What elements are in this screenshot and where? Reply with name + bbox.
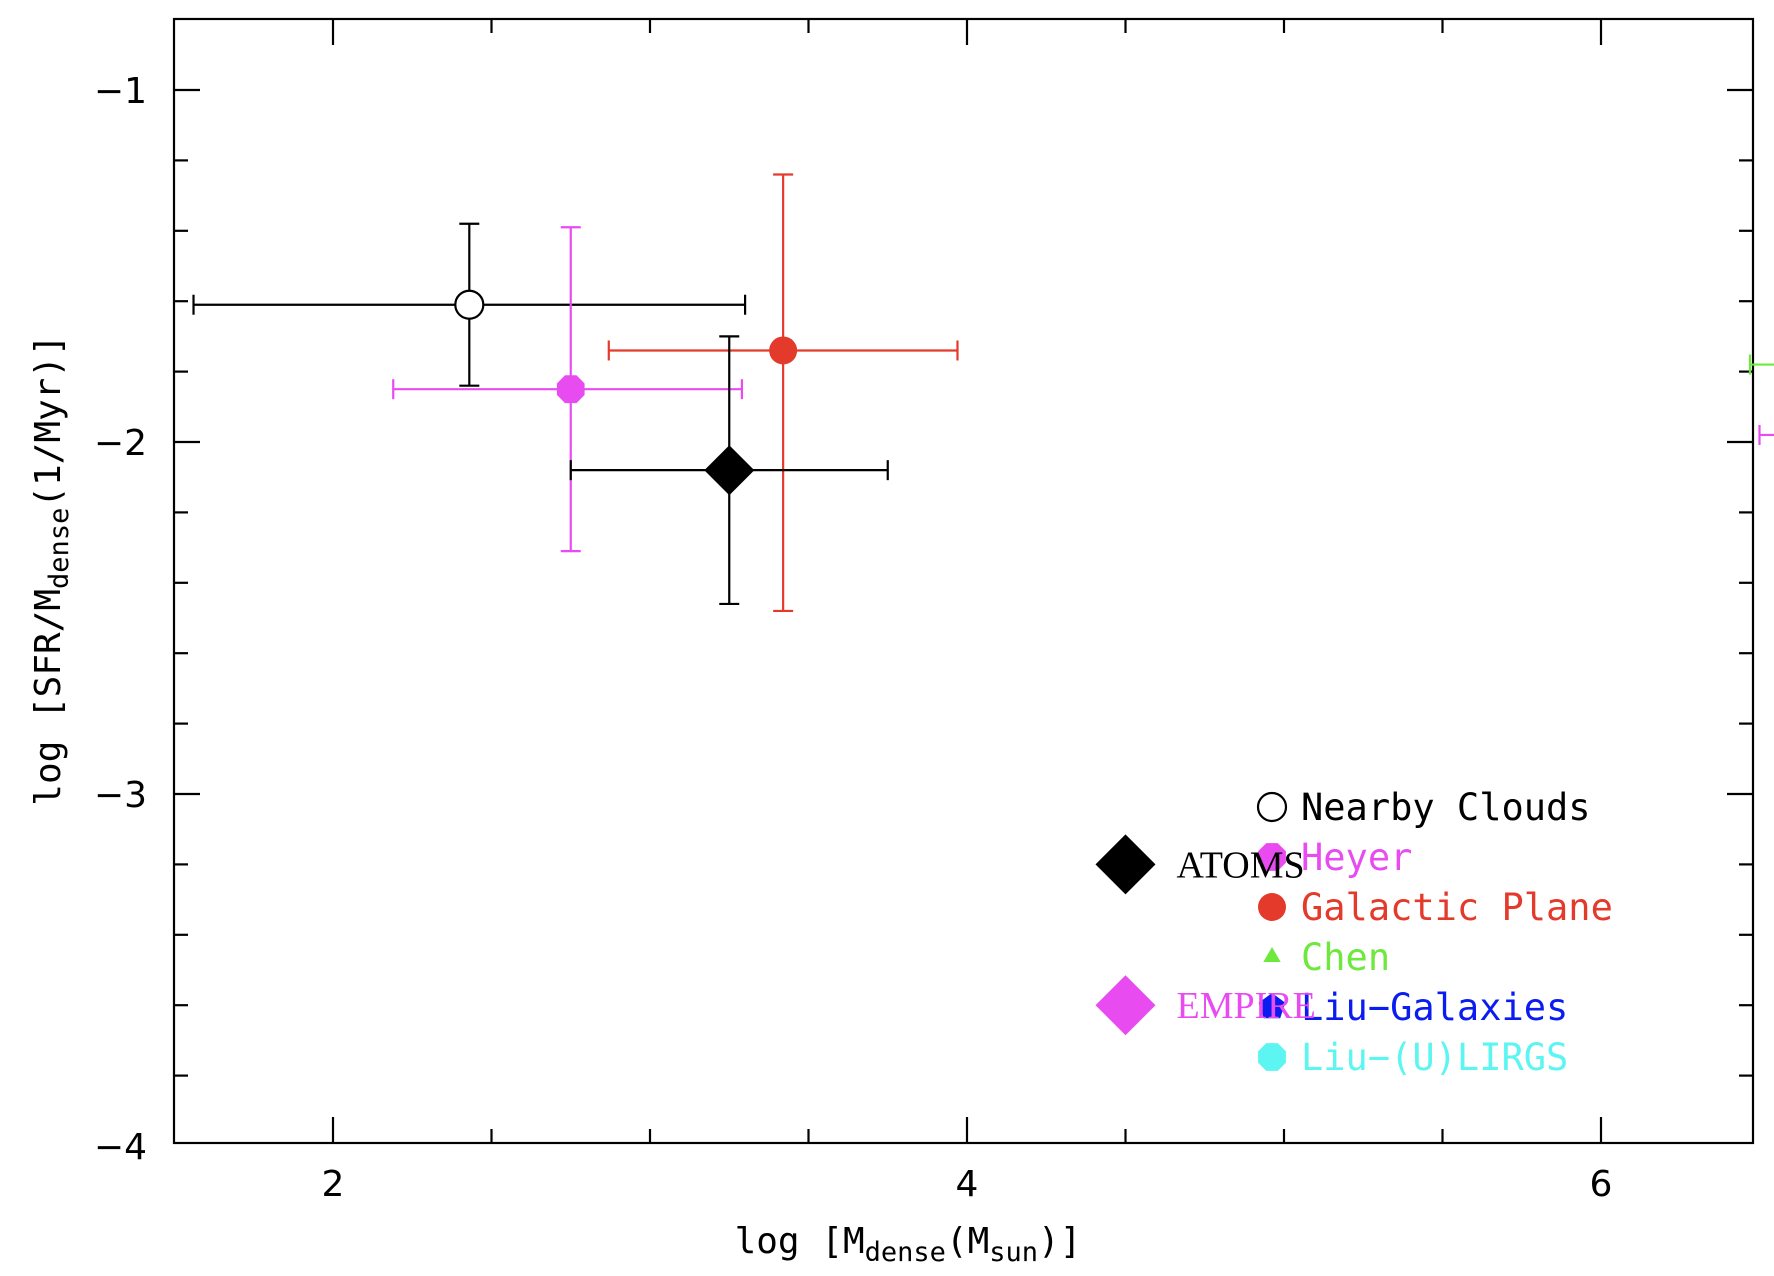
y-tick-label: −1 (94, 71, 147, 112)
legend-label-liu-u-lirgs: Liu−(U)LIRGS (1301, 1036, 1568, 1079)
annotation-marker-atoms (1095, 834, 1156, 895)
annotations: ATOMS EMPIRE (1095, 834, 1316, 1036)
point-atoms (569, 335, 889, 606)
legend-label-galactic-plane: Galactic Plane (1301, 886, 1613, 929)
y-axis-title: log [SFR/Mdense(1/Myr)] (28, 334, 75, 805)
y-tick-label: −2 (94, 423, 147, 464)
marker-atoms (704, 445, 755, 496)
x-tick-label: 6 (1590, 1164, 1613, 1205)
legend-marker-liu-u-lirgs (1258, 1043, 1286, 1071)
legend-label-heyer: Heyer (1301, 836, 1412, 879)
x-axis-title: log [Mdense(Msun)] (735, 1221, 1082, 1268)
legend-marker-chen (1263, 947, 1281, 962)
point-galactic-plane (607, 173, 959, 613)
x-tick-label: 4 (956, 1164, 979, 1205)
annotation-marker-empire (1095, 975, 1156, 1036)
legend-marker-heyer (1258, 843, 1286, 871)
legend-label-nearby-clouds: Nearby Clouds (1301, 786, 1591, 829)
legend-label-chen: Chen (1301, 936, 1390, 979)
y-tick-label: −4 (94, 1127, 147, 1168)
y-tick-label: −3 (94, 775, 147, 816)
marker-galactic-plane (769, 336, 798, 365)
legend: Nearby Clouds Heyer Galactic Plane Chen Liu−… (1256, 786, 1613, 1079)
annotation-label-empire: EMPIRE (1177, 985, 1316, 1027)
marker-nearby-clouds (454, 289, 485, 320)
axis-ticks: 246810−1−2−3−4 (94, 19, 1753, 1205)
point-empire (1758, 424, 1774, 445)
point-nearby-clouds (192, 222, 747, 387)
annotation-label-atoms: ATOMS (1177, 844, 1305, 886)
point-heyer (392, 226, 744, 553)
plot-frame (172, 17, 1755, 1145)
legend-label-liu-galaxies: Liu−Galaxies (1301, 986, 1568, 1029)
marker-heyer (556, 375, 585, 404)
point-chen (1748, 354, 1774, 375)
data-marks (192, 173, 1774, 613)
legend-marker-liu-galaxies (1258, 993, 1286, 1019)
x-tick-label: 2 (322, 1164, 345, 1205)
legend-marker-galactic-plane (1258, 893, 1286, 921)
legend-marker-nearby-clouds (1256, 791, 1288, 823)
